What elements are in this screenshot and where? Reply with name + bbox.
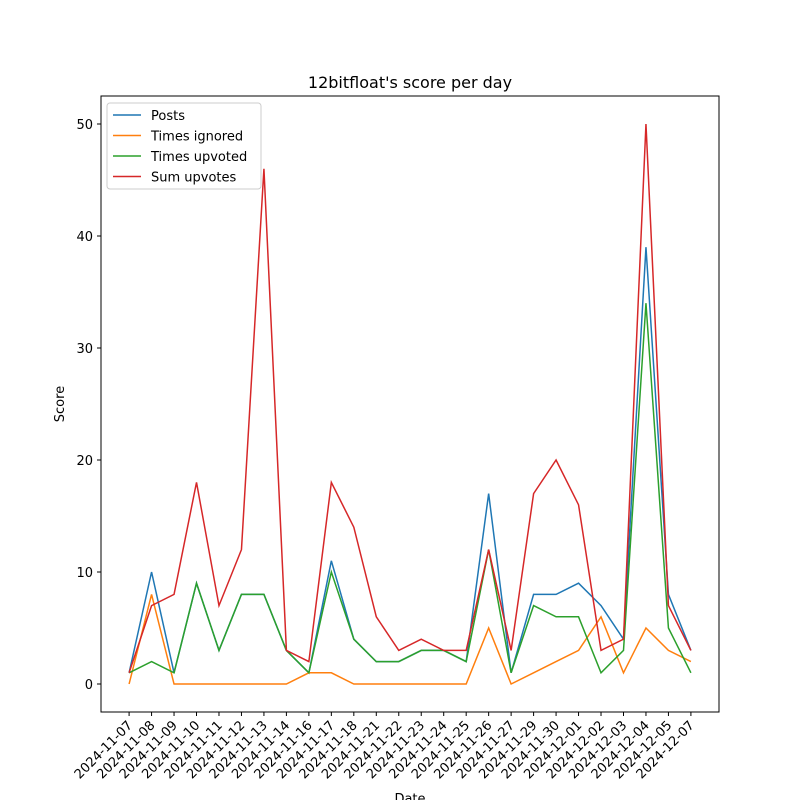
legend-label: Posts	[151, 109, 185, 124]
y-axis-label: Score	[53, 386, 68, 422]
y-tick-label: 0	[85, 678, 93, 693]
y-tick-label: 50	[76, 118, 93, 133]
legend-label: Times ignored	[150, 130, 243, 145]
x-axis-label: Date	[394, 792, 425, 800]
y-tick-label: 10	[76, 566, 93, 581]
chart-title: 12bitfloat's score per day	[308, 73, 512, 92]
legend-label: Sum upvotes	[151, 171, 237, 186]
legend-label: Times upvoted	[150, 150, 247, 165]
y-tick-label: 30	[76, 342, 93, 357]
series-line	[128, 303, 692, 675]
legend-box	[106, 102, 262, 190]
y-tick-label: 20	[76, 454, 93, 469]
y-tick-label: 40	[76, 230, 93, 245]
axes-frame	[100, 95, 720, 713]
series-line	[128, 123, 692, 674]
